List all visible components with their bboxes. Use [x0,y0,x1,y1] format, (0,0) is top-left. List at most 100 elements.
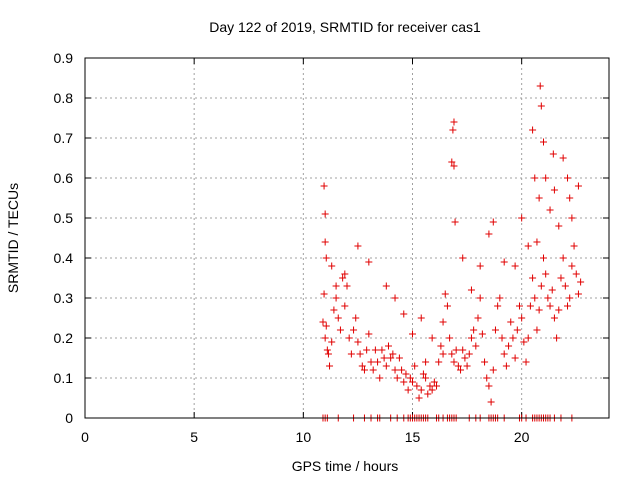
data-point [369,366,377,374]
data-point [354,242,362,250]
data-point [574,182,582,190]
data-point [478,330,486,338]
y-tick-label: 0.8 [54,90,74,106]
data-point [321,210,329,218]
data-point [533,238,541,246]
data-point [570,242,578,250]
data-point [433,382,441,390]
data-point [343,282,351,290]
data-point [467,334,475,342]
data-point [382,362,390,370]
data-point [320,182,328,190]
data-point [391,366,399,374]
data-point [419,370,427,378]
data-point [413,382,421,390]
data-point [537,282,545,290]
data-point [428,386,436,394]
data-point [451,218,459,226]
data-point [437,342,445,350]
data-point [533,326,541,334]
data-point [330,306,338,314]
data-point [360,366,368,374]
data-point [494,302,502,310]
data-point [371,346,379,354]
data-point [448,350,456,358]
x-tick-label: 15 [405,429,421,445]
data-point [511,262,519,270]
data-point [422,358,430,366]
data-point [561,282,569,290]
data-point [572,270,580,278]
data-point [511,354,519,362]
data-point [322,322,330,330]
data-point [544,294,552,302]
x-tick-label: 10 [296,429,312,445]
data-point [389,350,397,358]
data-point [393,374,401,382]
data-point [555,222,563,230]
data-point [322,254,330,262]
y-axis-label: SRMTID / TECUs [5,183,21,293]
data-point [529,274,537,282]
data-point [540,138,547,146]
x-tick-label: 20 [514,429,530,445]
data-point [564,302,572,310]
data-point [498,334,506,342]
data-point [439,318,447,326]
data-point [505,342,513,350]
data-point [336,326,344,334]
data-point [367,358,375,366]
data-point [426,382,434,390]
y-tick-label: 0.1 [54,370,74,386]
data-point [574,290,582,298]
data-point [409,330,416,338]
data-point [485,230,493,238]
data-point [323,346,331,354]
data-point [365,330,373,338]
data-point [402,370,410,378]
data-point [526,302,534,310]
data-point [555,306,563,314]
data-point [454,362,462,370]
data-point [409,378,416,386]
data-point [363,346,371,354]
data-point [400,378,408,386]
data-point [487,398,495,406]
y-tick-label: 0.7 [54,130,74,146]
data-point [430,378,438,386]
data-point [483,374,491,382]
data-point [557,274,565,282]
data-point [449,126,457,134]
data-point [424,390,432,398]
data-point [546,206,554,214]
data-point [531,174,539,182]
data-point [577,278,585,286]
y-tick-label: 0.9 [54,50,74,66]
data-point [542,174,550,182]
data-point [518,214,526,222]
data-point [502,362,510,370]
axis-ticks: 0 0.1 0.2 0.3 0.4 0.5 0.6 0.7 0.8 0.9 0 5 10 15 20 [54,50,609,445]
data-point [354,338,362,346]
data-point [341,270,349,278]
data-point [398,366,406,374]
data-point [459,346,467,354]
data-point [489,218,497,226]
data-point [365,258,373,266]
y-tick-label: 0 [65,410,73,426]
y-tick-label: 0.2 [54,330,74,346]
data-point [549,150,557,158]
data-point [491,326,499,334]
data-point [542,270,550,278]
x-tick-label: 5 [190,429,198,445]
data-point [476,262,484,270]
data-point [518,314,526,322]
data-point [452,346,460,354]
data-point [332,282,340,290]
x-axis-label: GPS time / hours [292,458,399,474]
data-point [417,314,425,322]
y-tick-label: 0.3 [54,290,74,306]
data-point [507,318,515,326]
data-point [350,326,358,334]
data-point [553,334,561,342]
